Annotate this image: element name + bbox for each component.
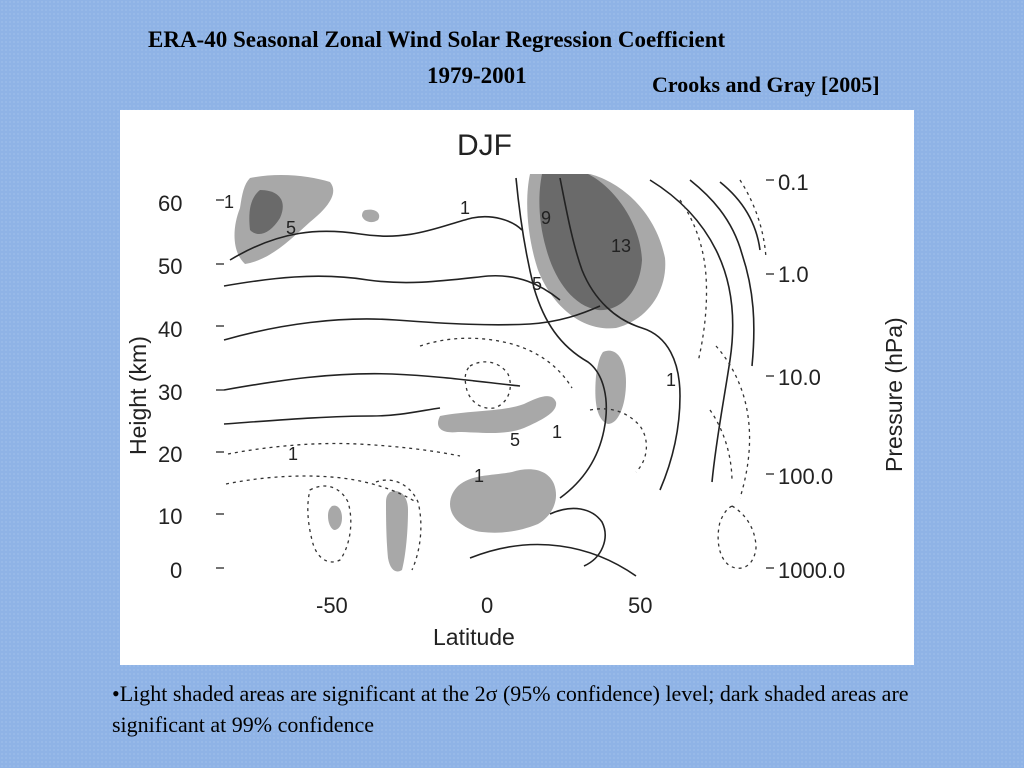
light-shade-region bbox=[386, 490, 408, 572]
y-tick: 20 bbox=[158, 442, 182, 467]
contour-label: 1 bbox=[666, 370, 676, 390]
p-tick: 100.0 bbox=[778, 464, 833, 489]
left-y-ticks: 0 10 20 30 40 50 60 bbox=[158, 191, 182, 583]
dashed-contours bbox=[225, 179, 767, 571]
y-tick: 10 bbox=[158, 504, 182, 529]
y-tick: 60 bbox=[158, 191, 182, 216]
solid-contours bbox=[223, 177, 761, 577]
contour-plot: DJF 0 10 20 30 40 50 60 0.1 1.0 10.0 100… bbox=[125, 129, 907, 650]
p-tick: 10.0 bbox=[778, 365, 821, 390]
p-tick: 0.1 bbox=[778, 170, 809, 195]
contour-label: 9 bbox=[541, 208, 551, 228]
contour-label: 5 bbox=[510, 430, 520, 450]
tick-marks bbox=[216, 179, 774, 569]
light-shade-region bbox=[362, 209, 380, 223]
p-tick: 1.0 bbox=[778, 262, 809, 287]
contour-labels: 5 1 9 13 5 1 5 1 1 1 1 bbox=[224, 192, 676, 486]
contour-label: 5 bbox=[532, 274, 542, 294]
light-shade-region bbox=[450, 469, 557, 533]
significance-shading bbox=[234, 174, 666, 572]
light-shade-region bbox=[328, 505, 342, 530]
y-tick: 30 bbox=[158, 380, 182, 405]
dark-shade-region bbox=[249, 190, 283, 234]
panel-label: DJF bbox=[457, 129, 512, 162]
title-line-1: ERA-40 Seasonal Zonal Wind Solar Regress… bbox=[148, 27, 726, 52]
contour-label: 1 bbox=[474, 466, 484, 486]
x-tick: 50 bbox=[628, 593, 652, 618]
light-shade-region bbox=[438, 396, 557, 433]
contour-label: 1 bbox=[552, 422, 562, 442]
x-ticks: -50 0 50 bbox=[316, 593, 652, 618]
right-y-ticks: 0.1 1.0 10.0 100.0 1000.0 bbox=[778, 170, 845, 583]
contour-label: 1 bbox=[460, 198, 470, 218]
x-tick: 0 bbox=[481, 593, 493, 618]
contour-label: 5 bbox=[286, 218, 296, 238]
dark-shade-region bbox=[539, 174, 642, 311]
contour-label: 13 bbox=[611, 236, 631, 256]
x-tick: -50 bbox=[316, 593, 348, 618]
contour-label: 1 bbox=[224, 192, 234, 212]
contour-label: 1 bbox=[288, 444, 298, 464]
y-axis-left-label: Height (km) bbox=[125, 336, 151, 455]
y-axis-right-label: Pressure (hPa) bbox=[881, 317, 907, 472]
y-tick: 0 bbox=[170, 558, 182, 583]
light-shade-region bbox=[595, 350, 626, 424]
p-tick: 1000.0 bbox=[778, 558, 845, 583]
significance-note: •Light shaded areas are significant at t… bbox=[112, 681, 909, 737]
citation: Crooks and Gray [2005] bbox=[652, 72, 880, 97]
y-tick: 50 bbox=[158, 254, 182, 279]
x-axis-label: Latitude bbox=[433, 624, 515, 650]
y-tick: 40 bbox=[158, 317, 182, 342]
figure-image: DJF 0 10 20 30 40 50 60 0.1 1.0 10.0 100… bbox=[120, 110, 914, 665]
title-line-2: 1979-2001 bbox=[427, 63, 527, 88]
